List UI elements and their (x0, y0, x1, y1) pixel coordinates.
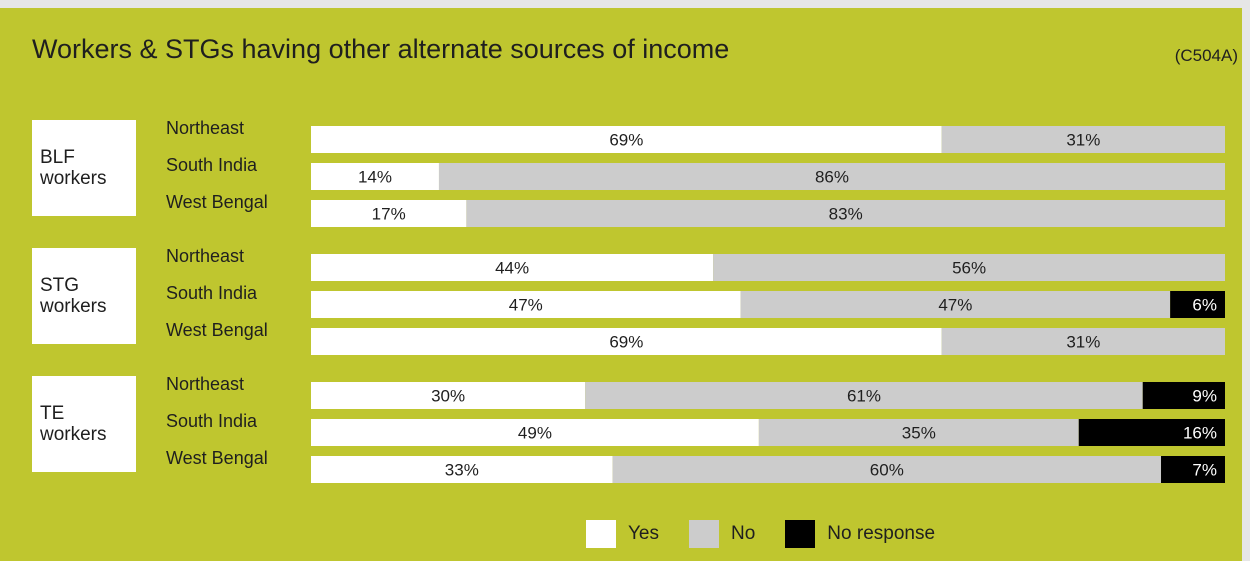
legend-swatch-no-response (785, 520, 816, 548)
group-label-stg-workers: STG workers (32, 248, 136, 344)
bar-segment-yes (311, 419, 759, 446)
bar-segment-yes (311, 456, 613, 483)
row-label: South India (166, 411, 258, 431)
bar-segment-yes (311, 200, 467, 227)
data-label-no: 35% (902, 424, 936, 443)
data-label-yes: 14% (358, 168, 392, 187)
bar-segment-no-response (1078, 419, 1225, 446)
row-label: West Bengal (166, 448, 268, 468)
data-label-no-response: 7% (1192, 461, 1217, 480)
data-label-no-response: 16% (1183, 424, 1217, 443)
bar-segment-no (758, 419, 1079, 446)
data-label-yes: 33% (445, 461, 479, 480)
bar-segment-yes (311, 254, 714, 281)
bar-segment-no (713, 254, 1225, 281)
data-label-no-response: 9% (1192, 387, 1217, 406)
group-label-blf-workers: BLF workers (32, 120, 136, 216)
row-label: Northeast (166, 118, 245, 138)
bar-segment-no-response (1142, 382, 1225, 409)
bar-segment-yes (311, 163, 439, 190)
chart-title: Workers & STGs having other alternate so… (32, 34, 730, 64)
row-label: Northeast (166, 246, 245, 266)
legend-item-no-response: No response (785, 520, 935, 548)
data-label-yes: 17% (372, 205, 406, 224)
row-label: West Bengal (166, 320, 268, 340)
chart-code: (C504A) (1174, 46, 1238, 65)
legend-item-no: No (689, 520, 755, 548)
legend-swatch-yes (586, 520, 616, 548)
data-label-no: 61% (847, 387, 881, 406)
bar-segment-no (585, 382, 1143, 409)
legend-swatch-no (689, 520, 719, 548)
data-label-no: 31% (1066, 131, 1100, 150)
legend-label-yes: Yes (628, 523, 659, 544)
bar-segment-no (941, 126, 1225, 153)
bar-segment-yes (311, 328, 942, 355)
data-label-yes: 30% (431, 387, 465, 406)
bar-segment-no (941, 328, 1225, 355)
data-label-no: 83% (829, 205, 863, 224)
bar-segment-no (466, 200, 1225, 227)
bar-segment-no-response (1170, 291, 1225, 318)
data-label-yes: 69% (609, 333, 643, 352)
row-label: West Bengal (166, 192, 268, 212)
bar-segment-yes (311, 291, 741, 318)
bar-segment-yes (311, 382, 586, 409)
bar-segment-no (612, 456, 1162, 483)
bar-segment-no (438, 163, 1226, 190)
bar-segment-no (740, 291, 1171, 318)
bar-segment-yes (311, 126, 942, 153)
data-label-yes: 44% (495, 259, 529, 278)
row-label: Northeast (166, 374, 245, 394)
data-label-yes: 69% (609, 131, 643, 150)
group-label-te-workers: TE workers (32, 376, 136, 472)
data-label-yes: 47% (509, 296, 543, 315)
legend-label-no-response: No response (827, 523, 936, 544)
data-label-yes: 49% (518, 424, 552, 443)
legend-label-no: No (731, 523, 756, 544)
bar-segment-no-response (1161, 456, 1225, 483)
row-label: South India (166, 155, 258, 175)
data-label-no: 47% (938, 296, 972, 315)
data-label-no: 60% (870, 461, 904, 480)
row-label: South India (166, 283, 258, 303)
data-label-no: 86% (815, 168, 849, 187)
data-label-no: 56% (952, 259, 986, 278)
data-label-no-response: 6% (1192, 296, 1217, 315)
data-label-no: 31% (1066, 333, 1100, 352)
legend: Yes No No response (586, 520, 965, 548)
legend-item-yes: Yes (586, 520, 659, 548)
